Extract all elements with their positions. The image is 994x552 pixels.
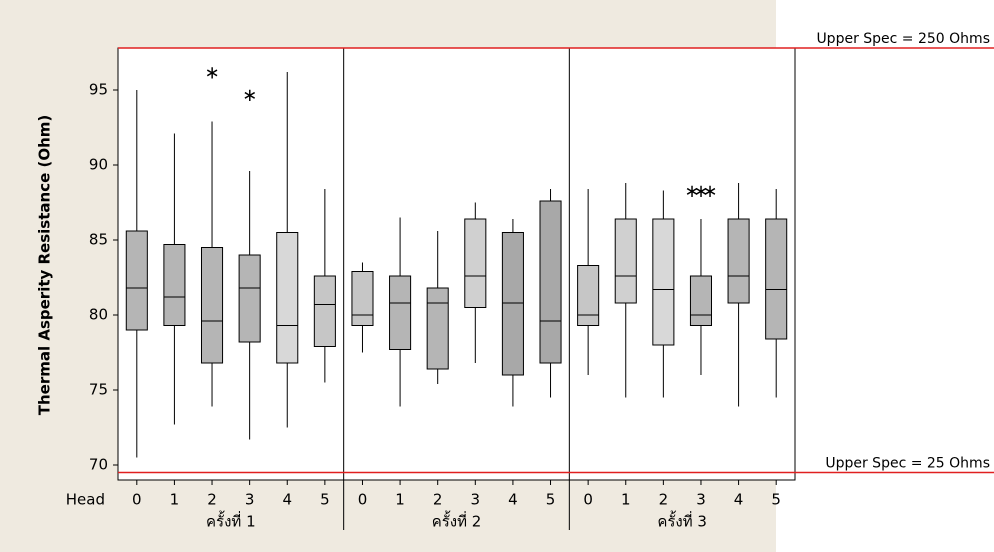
box xyxy=(164,245,185,326)
x-tick-label: 2 xyxy=(207,491,217,509)
box xyxy=(201,248,222,364)
x-tick-label: 3 xyxy=(471,491,481,509)
x-tick-label: 1 xyxy=(170,491,180,509)
box xyxy=(502,233,523,376)
x-tick-label: 5 xyxy=(771,491,781,509)
box xyxy=(427,288,448,369)
y-tick-label: 95 xyxy=(89,81,108,99)
x-tick-label: 4 xyxy=(282,491,292,509)
x-tick-label: 4 xyxy=(508,491,518,509)
box xyxy=(126,231,147,330)
box xyxy=(615,219,636,303)
x-tick-label: 1 xyxy=(395,491,405,509)
x-tick-label: 0 xyxy=(583,491,593,509)
x-tick-label: 5 xyxy=(320,491,330,509)
box xyxy=(314,276,335,347)
y-tick-label: 85 xyxy=(89,231,108,249)
box xyxy=(390,276,411,350)
x-tick-label: 5 xyxy=(546,491,556,509)
outlier: ∗ xyxy=(204,63,219,84)
box xyxy=(465,219,486,308)
x-tick-label: 2 xyxy=(433,491,443,509)
x-tick-label: 4 xyxy=(734,491,744,509)
group-label: ครั้งที่ 1 xyxy=(206,511,256,531)
y-tick-label: 75 xyxy=(89,381,108,399)
box xyxy=(540,201,561,363)
box xyxy=(766,219,787,339)
group-label: ครั้งที่ 3 xyxy=(657,511,707,531)
x-tick-label: 0 xyxy=(132,491,142,509)
outlier: ∗ xyxy=(702,181,717,202)
box xyxy=(728,219,749,303)
x-tick-label: 0 xyxy=(358,491,368,509)
box xyxy=(239,255,260,342)
box xyxy=(690,276,711,326)
y-tick-label: 90 xyxy=(89,156,108,174)
reference-label: Upper Spec = 25 Ohms xyxy=(825,456,990,472)
outlier: ∗ xyxy=(242,85,257,106)
box xyxy=(653,219,674,345)
group-label: ครั้งที่ 2 xyxy=(432,511,482,531)
y-axis-title: Thermal Asperity Resistance (Ohm) xyxy=(36,115,54,416)
chart: Thermal Asperity Resistance (Ohm) Head 7… xyxy=(0,0,994,552)
x-tick-label: 3 xyxy=(245,491,255,509)
x-tick-label: 1 xyxy=(621,491,631,509)
reference-label: Upper Spec = 250 Ohms xyxy=(816,31,990,47)
box xyxy=(578,266,599,326)
x-tick-label: 2 xyxy=(659,491,669,509)
x-tick-label: 3 xyxy=(696,491,706,509)
y-tick-label: 80 xyxy=(89,306,108,324)
x-axis-title: Head xyxy=(66,491,105,509)
box xyxy=(352,272,373,326)
y-tick-label: 70 xyxy=(89,456,108,474)
box xyxy=(277,233,298,364)
